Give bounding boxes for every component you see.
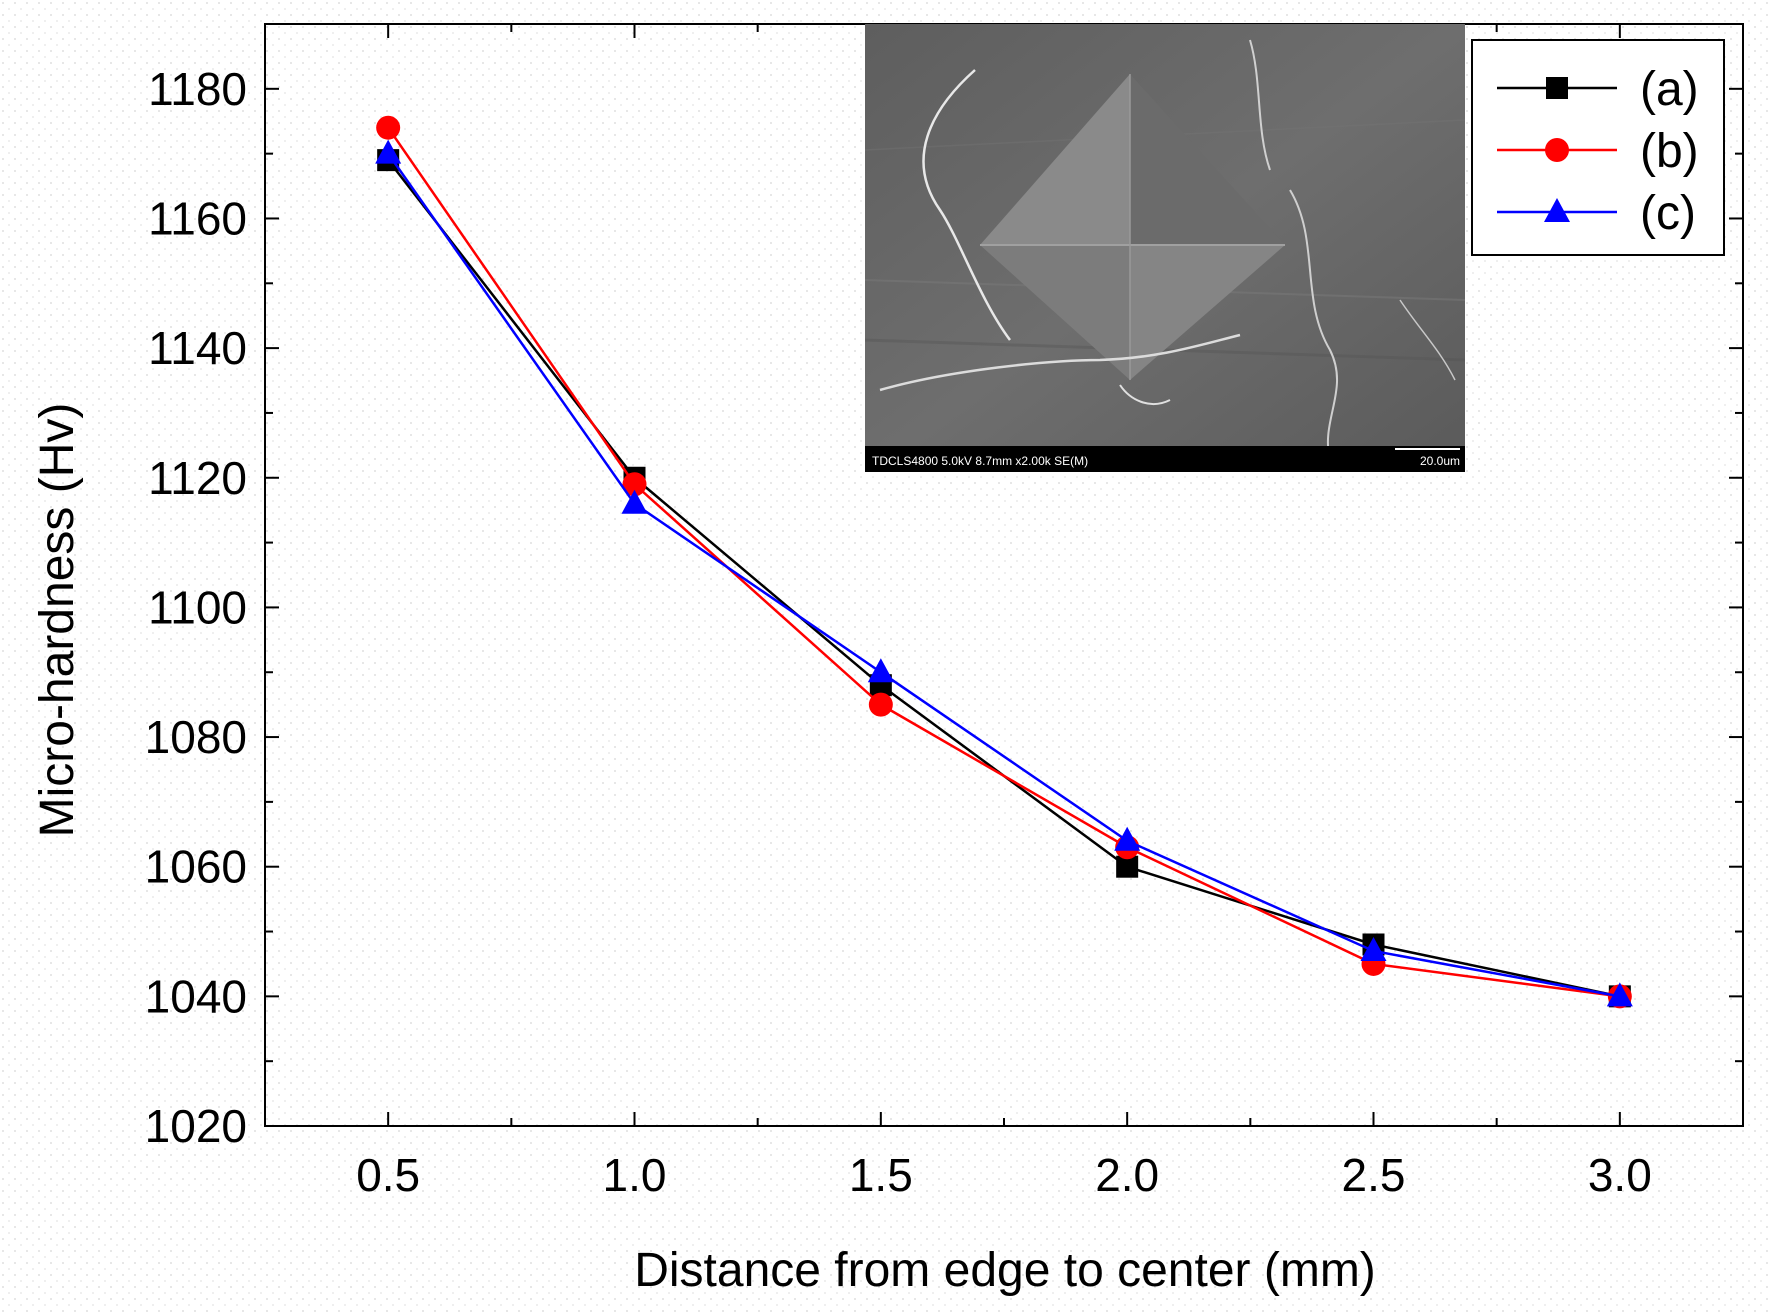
crack-line <box>922 69 1012 341</box>
indent-bottom-left-face <box>980 245 1130 380</box>
indent-left-face <box>980 74 1130 245</box>
sem-caption-right: 20.0um <box>1420 454 1460 468</box>
legend-entry-b: (b) <box>1497 125 1699 178</box>
crack-line <box>1119 384 1171 405</box>
sem-caption-left: TDCLS4800 5.0kV 8.7mm x2.00k SE(M) <box>872 454 1088 468</box>
y-tick-label: 1040 <box>145 970 247 1022</box>
y-tick-label: 1100 <box>148 581 247 633</box>
legend-swatch-marker <box>1545 138 1569 162</box>
sem-caption-bar <box>865 446 1465 472</box>
x-tick-label: 0.5 <box>356 1149 420 1201</box>
y-axis-title: Micro-hardness (Hv) <box>31 403 84 838</box>
y-tick-label: 1140 <box>148 322 247 374</box>
data-point-c <box>1114 826 1141 851</box>
x-tick-label: 3.0 <box>1588 1149 1652 1201</box>
data-point-c <box>375 139 402 164</box>
indent-bottom-right-face <box>1130 245 1285 380</box>
y-tick-label: 1120 <box>148 452 247 504</box>
x-tick-label: 2.5 <box>1342 1149 1406 1201</box>
data-point-c <box>1360 936 1387 961</box>
y-tick-label: 1180 <box>148 63 247 115</box>
series-layer <box>375 115 1633 1009</box>
legend-entry-a: (a) <box>1497 63 1699 116</box>
x-axis-title: Distance from edge to center (mm) <box>634 1244 1376 1297</box>
y-tick-label: 1060 <box>145 841 247 893</box>
x-tick-label: 2.0 <box>1095 1149 1159 1201</box>
y-tick-label: 1020 <box>145 1100 247 1152</box>
series-c <box>375 139 1633 1007</box>
data-point-c <box>621 489 648 514</box>
y-tick-label: 1080 <box>145 711 247 763</box>
crack-line <box>1289 189 1339 461</box>
x-tick-label: 1.5 <box>849 1149 913 1201</box>
legend-label: (a) <box>1640 63 1699 116</box>
x-axis: 0.5 1.0 1.5 2.0 2.5 3.0 <box>264 24 1744 1201</box>
data-point-b <box>622 472 647 497</box>
legend-swatch-marker <box>1544 198 1570 222</box>
crack-line <box>1249 39 1271 171</box>
crack-line <box>879 333 1241 392</box>
legend: (a) (b) (c) <box>1471 39 1725 256</box>
legend-box <box>1471 39 1725 256</box>
data-point-a <box>1116 855 1139 878</box>
legend-swatch-marker <box>1546 77 1568 99</box>
legend-label: (b) <box>1640 125 1699 178</box>
legend-entry-c: (c) <box>1497 187 1696 240</box>
sem-inset: TDCLS4800 5.0kV 8.7mm x2.00k SE(M) 20.0u… <box>865 24 1465 472</box>
legend-label: (c) <box>1640 187 1696 240</box>
series-line-c <box>387 152 1621 998</box>
data-point-c <box>867 658 894 683</box>
x-tick-label: 1.0 <box>603 1149 667 1201</box>
indent-right-face <box>1130 74 1285 245</box>
y-tick-label: 1160 <box>148 192 247 244</box>
y-axis: 1020 1040 1060 1080 1100 1120 1140 1160 1180 <box>145 63 1743 1152</box>
data-point-b <box>868 692 893 717</box>
crack-line <box>1399 299 1456 381</box>
data-point-c <box>1606 982 1633 1007</box>
series-line-b <box>387 127 1620 998</box>
data-point-b <box>376 115 401 140</box>
